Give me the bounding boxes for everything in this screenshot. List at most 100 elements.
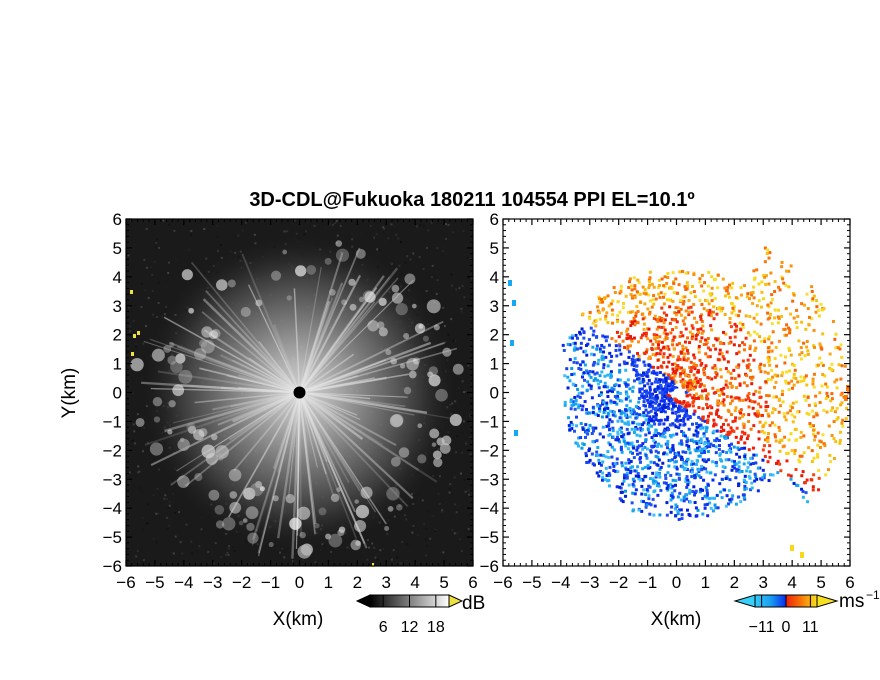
velocity-gate xyxy=(581,442,585,446)
noise-speck xyxy=(468,493,471,496)
noise-speck xyxy=(379,549,382,552)
velocity-gate xyxy=(796,314,800,318)
radial-streak xyxy=(230,391,300,408)
velocity-gate xyxy=(789,264,793,268)
velocity-gate xyxy=(686,284,690,288)
velocity-gate xyxy=(722,342,726,346)
velocity-gate xyxy=(635,422,639,426)
noise-speck xyxy=(283,230,286,233)
velocity-gate xyxy=(631,491,635,495)
velocity-gate xyxy=(637,406,641,410)
velocity-gate xyxy=(700,336,704,340)
velocity-gate xyxy=(575,424,579,428)
velocity-gate xyxy=(572,360,576,364)
velocity-gate xyxy=(676,364,680,368)
noise-speck xyxy=(196,550,199,553)
velocity-gate xyxy=(632,316,636,320)
noise-speck xyxy=(366,558,369,561)
velocity-gate xyxy=(748,399,752,403)
radial-streak xyxy=(217,391,300,426)
velocity-gate xyxy=(791,386,795,390)
velocity-gate xyxy=(615,457,619,461)
velocity-gate xyxy=(567,424,571,428)
velocity-gate xyxy=(592,429,596,433)
velocity-gate xyxy=(666,271,670,275)
velocity-gate xyxy=(643,363,647,367)
velocity-gate xyxy=(616,397,620,401)
velocity-gate xyxy=(704,485,708,489)
radial-streak xyxy=(298,392,316,535)
velocity-gate xyxy=(750,481,754,485)
velocity-gate xyxy=(627,461,631,465)
velocity-gate xyxy=(684,477,688,481)
velocity-gate xyxy=(773,290,777,294)
velocity-gate xyxy=(715,412,719,416)
noise-speck xyxy=(168,504,171,507)
noise-speck xyxy=(334,221,337,224)
velocity-gate xyxy=(624,494,628,498)
velocity-gate xyxy=(606,390,610,394)
velocity-gate xyxy=(618,368,622,372)
velocity-gate xyxy=(663,410,667,414)
velocity-gate xyxy=(651,497,655,501)
velocity-gate xyxy=(702,342,706,346)
noise-speck xyxy=(140,549,143,552)
velocity-gate xyxy=(615,402,619,406)
velocity-gate xyxy=(668,353,672,357)
velocity-gate xyxy=(641,371,645,375)
velocity-gate xyxy=(606,294,610,298)
velocity-gate xyxy=(622,433,626,437)
velocity-gate xyxy=(809,424,813,428)
echo-blob xyxy=(404,273,416,285)
radial-streak xyxy=(299,341,432,394)
y-tick-label: −4 xyxy=(480,499,499,518)
velocity-gate xyxy=(659,488,663,492)
velocity-gate xyxy=(730,497,734,501)
velocity-gate xyxy=(634,425,638,429)
velocity-gate xyxy=(589,326,593,330)
velocity-gate xyxy=(834,346,838,350)
velocity-gate xyxy=(574,333,578,337)
noise-speck xyxy=(368,546,371,549)
radial-streak xyxy=(233,391,301,472)
noise-speck xyxy=(227,545,230,548)
velocity-gate xyxy=(647,391,651,395)
velocity-gate xyxy=(839,430,843,434)
velocity-gate xyxy=(748,476,752,480)
x-tick-label: 5 xyxy=(439,573,448,592)
velocity-gate xyxy=(633,427,637,431)
velocity-gate xyxy=(685,493,689,497)
velocity-gate xyxy=(681,334,685,338)
echo-blob xyxy=(255,481,263,489)
noise-speck xyxy=(431,264,434,267)
radial-streak xyxy=(203,329,301,394)
velocity-gate xyxy=(758,386,762,390)
velocity-gate xyxy=(635,448,639,452)
velocity-gate xyxy=(627,458,631,462)
velocity-gate xyxy=(683,434,687,438)
velocity-gate xyxy=(769,271,773,275)
velocity-gate xyxy=(658,402,662,406)
velocity-gate xyxy=(762,297,766,301)
noise-speck xyxy=(167,524,170,527)
velocity-gate xyxy=(657,419,661,423)
velocity-gate xyxy=(725,350,729,354)
velocity-gate xyxy=(696,380,700,384)
noise-speck xyxy=(404,514,407,517)
velocity-gate xyxy=(658,371,662,375)
velocity-gate xyxy=(628,415,632,419)
velocity-gate xyxy=(717,447,721,451)
radial-streak xyxy=(202,298,301,394)
velocity-gate xyxy=(597,382,601,386)
velocity-gate xyxy=(697,370,701,374)
velocity-gate xyxy=(766,356,770,360)
velocity-gate xyxy=(659,444,663,448)
velocity-gate xyxy=(719,375,723,379)
velocity-gate xyxy=(648,280,652,284)
noise-speck xyxy=(460,550,463,553)
snr-colorbar-low-arrow xyxy=(355,594,371,608)
velocity-gate xyxy=(658,352,662,356)
velocity-gate xyxy=(607,471,611,475)
echo-blob xyxy=(181,269,193,281)
velocity-gate xyxy=(685,281,689,285)
